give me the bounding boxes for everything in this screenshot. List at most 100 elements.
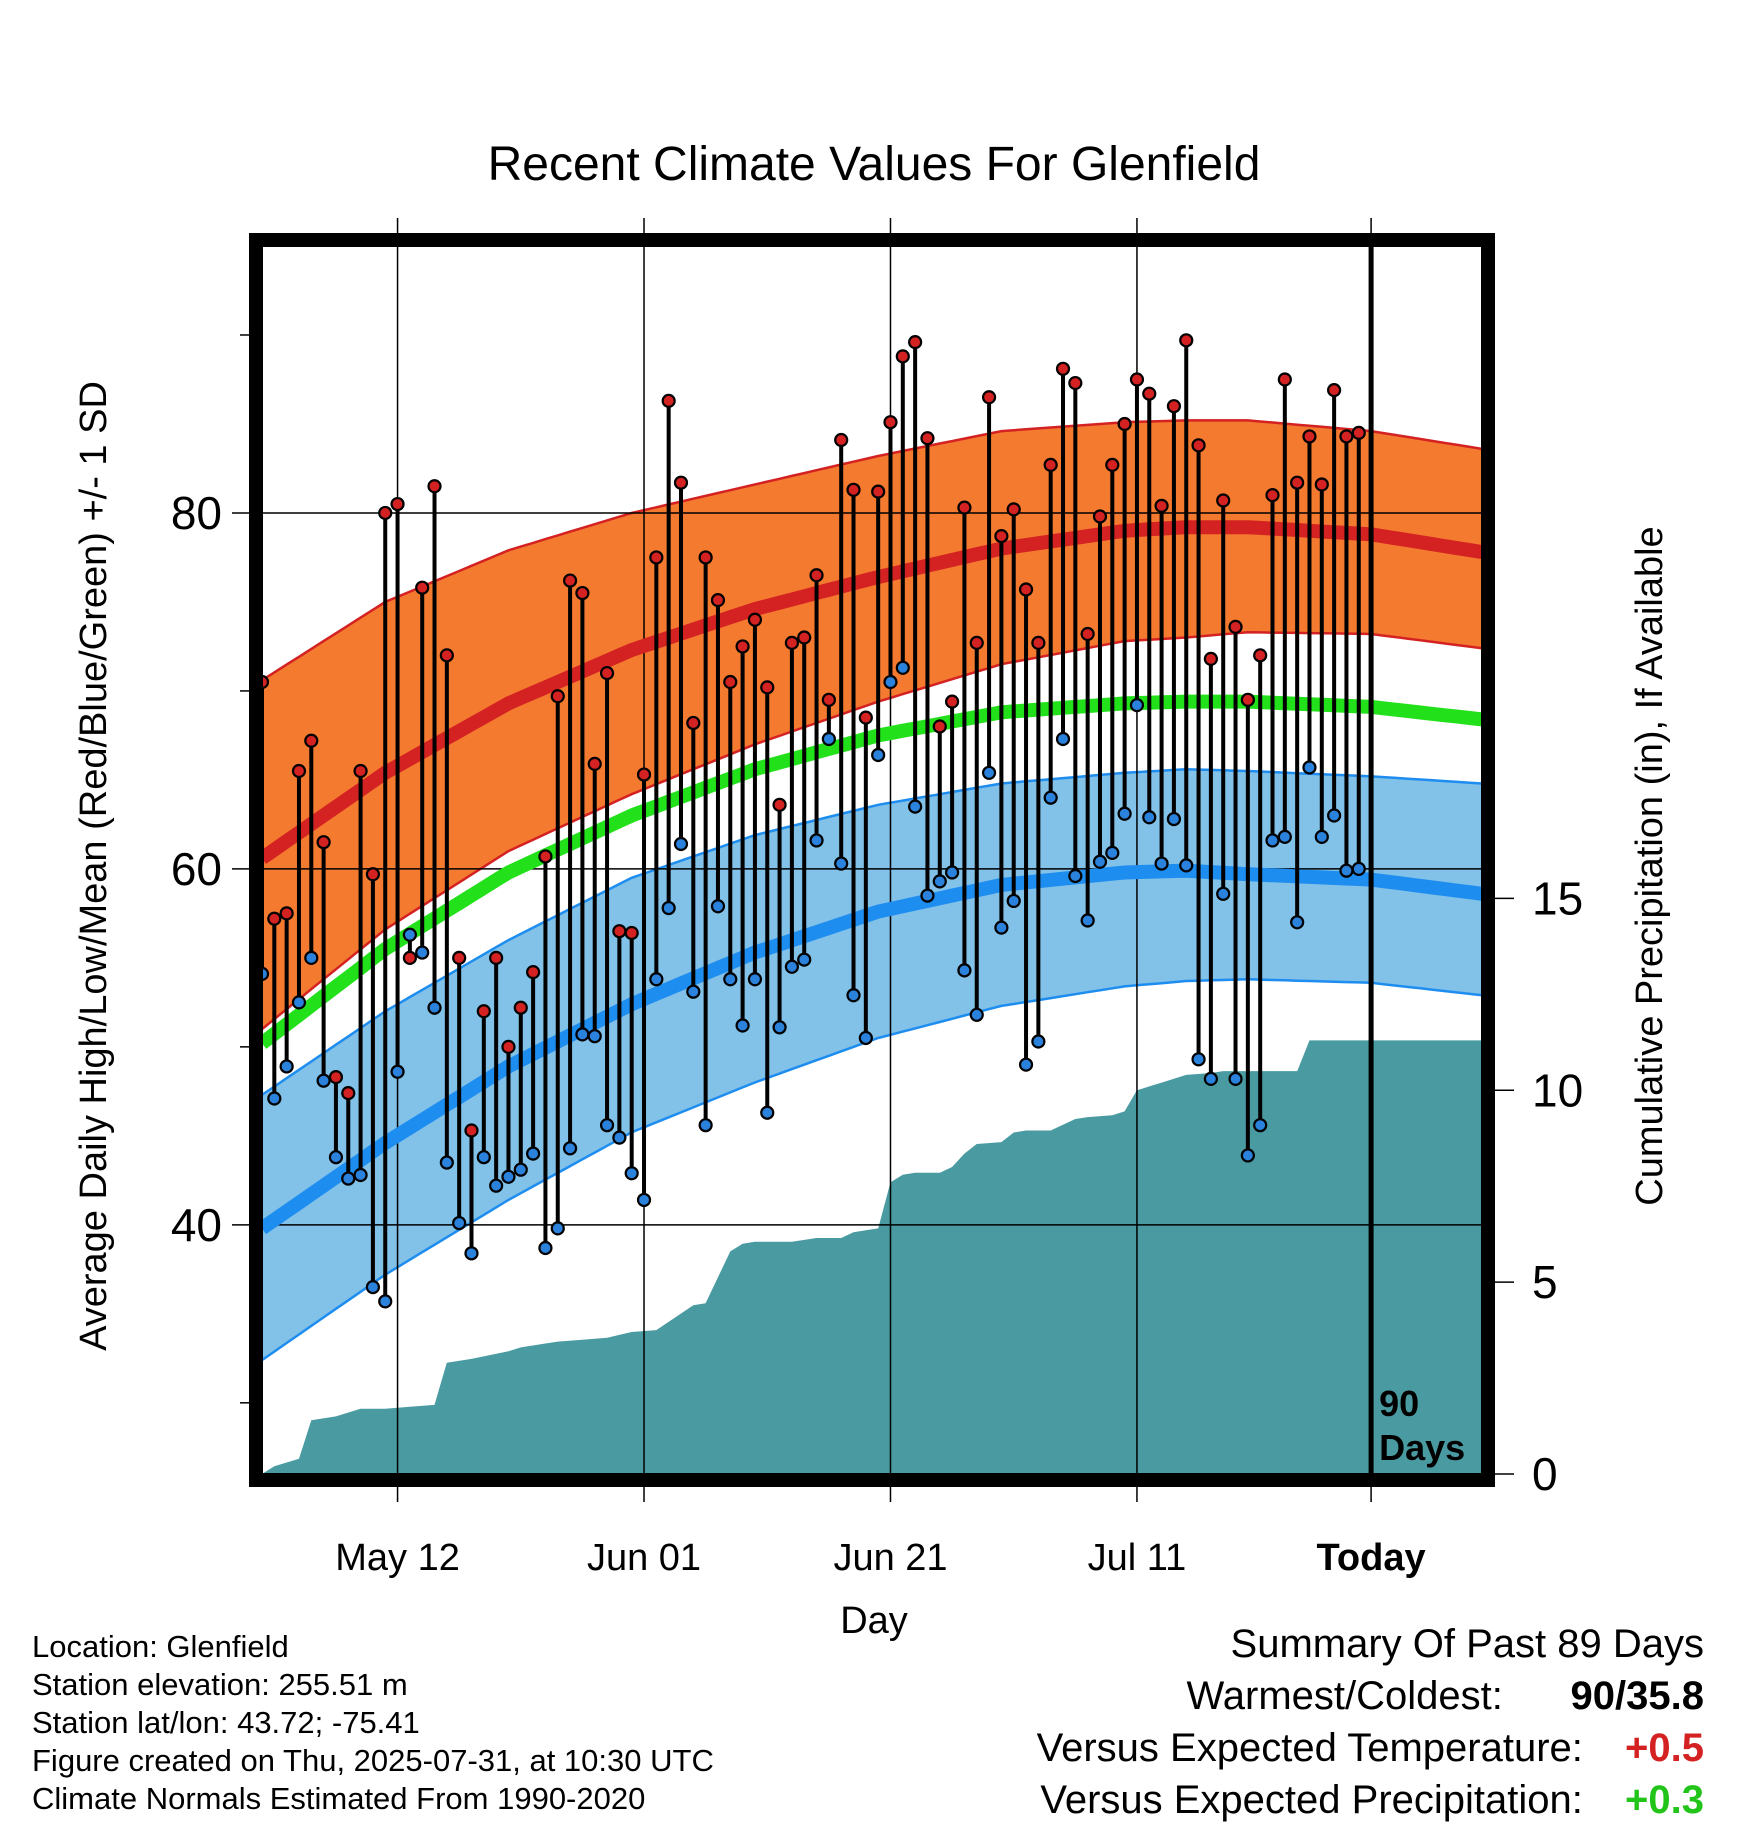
daily-high-point-61 bbox=[1006, 502, 1021, 517]
daily-high-point-82 bbox=[1265, 488, 1280, 503]
daily-low-point-86 bbox=[1314, 829, 1329, 844]
daily-low-point-21 bbox=[513, 1162, 528, 1177]
daily-high-point-62 bbox=[1018, 582, 1034, 597]
today-days-label: Days bbox=[1379, 1427, 1465, 1468]
daily-low-point-57 bbox=[957, 963, 972, 978]
daily-low-point-23 bbox=[538, 1240, 553, 1256]
daily-low-point-10 bbox=[378, 1294, 393, 1309]
daily-low-point-28 bbox=[599, 1118, 615, 1133]
daily-high-point-24 bbox=[550, 689, 565, 704]
daily-high-point-50 bbox=[871, 484, 886, 499]
daily-high-point-31 bbox=[636, 767, 652, 782]
daily-high-point-6 bbox=[328, 1070, 344, 1085]
daily-high-point-53 bbox=[908, 335, 923, 350]
daily-low-point-48 bbox=[846, 988, 861, 1003]
daily-high-point-28 bbox=[599, 666, 615, 681]
daily-high-point-36 bbox=[698, 550, 713, 565]
daily-high-point-27 bbox=[587, 756, 602, 771]
low-normal-line bbox=[262, 863, 1482, 1235]
daily-high-point-4 bbox=[304, 733, 319, 748]
y2-tick-label-0: 0 bbox=[1532, 1448, 1558, 1500]
daily-high-point-35 bbox=[686, 715, 701, 731]
high-upper-edge bbox=[262, 419, 1482, 682]
daily-high-point-69 bbox=[1105, 457, 1120, 473]
daily-low-point-51 bbox=[883, 674, 898, 690]
daily-low-point-59 bbox=[981, 765, 997, 780]
daily-low-point-78 bbox=[1216, 886, 1231, 901]
daily-low-point-31 bbox=[636, 1192, 652, 1208]
daily-high-point-47 bbox=[834, 432, 849, 448]
daily-high-point-1 bbox=[267, 911, 282, 926]
daily-high-point-23 bbox=[538, 849, 553, 864]
low-upper-edge bbox=[262, 767, 1482, 1096]
y2-tick-label-5: 5 bbox=[1532, 1256, 1558, 1308]
daily-high-point-60 bbox=[994, 528, 1009, 544]
daily-low-point-27 bbox=[587, 1029, 602, 1044]
daily-high-point-9 bbox=[365, 867, 381, 882]
station-info: Location: Glenfield Station elevation: 2… bbox=[32, 1628, 714, 1818]
warmest-value: 90/35.8 bbox=[1570, 1674, 1704, 1718]
daily-low-point-7 bbox=[341, 1171, 356, 1186]
daily-low-point-18 bbox=[476, 1150, 491, 1165]
daily-low-point-83 bbox=[1277, 829, 1292, 844]
daily-low-point-79 bbox=[1228, 1071, 1243, 1087]
daily-high-point-71 bbox=[1129, 372, 1145, 387]
daily-low-point-14 bbox=[427, 1000, 442, 1015]
daily-high-point-79 bbox=[1228, 619, 1243, 634]
daily-low-point-61 bbox=[1006, 893, 1021, 909]
daily-high-point-26 bbox=[575, 585, 590, 601]
daily-low-point-54 bbox=[920, 888, 935, 903]
daily-low-point-56 bbox=[945, 865, 960, 880]
daily-low-point-40 bbox=[747, 972, 763, 987]
daily-high-point-76 bbox=[1191, 438, 1206, 453]
x-axis-label: Day bbox=[840, 1600, 908, 1642]
daily-low-point-9 bbox=[365, 1280, 381, 1295]
daily-high-point-72 bbox=[1142, 386, 1157, 401]
daily-high-point-85 bbox=[1302, 429, 1317, 444]
daily-high-point-44 bbox=[797, 630, 812, 645]
precip-label: Versus Expected Precipitation: bbox=[1040, 1778, 1583, 1822]
daily-low-point-17 bbox=[464, 1246, 479, 1261]
daily-low-point-69 bbox=[1105, 845, 1120, 860]
daily-low-point-77 bbox=[1203, 1071, 1218, 1087]
daily-low-point-25 bbox=[562, 1141, 578, 1156]
daily-low-point-15 bbox=[439, 1155, 454, 1170]
high-normal-line bbox=[262, 520, 1482, 864]
daily-high-point-40 bbox=[747, 612, 763, 627]
daily-low-point-67 bbox=[1080, 913, 1095, 928]
daily-low-point-49 bbox=[858, 1030, 873, 1046]
daily-high-point-8 bbox=[353, 763, 368, 779]
daily-low-point-70 bbox=[1117, 806, 1132, 821]
daily-low-point-84 bbox=[1290, 915, 1305, 930]
x-tick-label-2: Jun 21 bbox=[833, 1537, 947, 1579]
daily-high-point-59 bbox=[981, 390, 997, 405]
daily-high-point-19 bbox=[489, 950, 504, 965]
daily-high-point-54 bbox=[920, 431, 935, 446]
low-normal-band bbox=[262, 769, 1482, 1361]
daily-high-point-37 bbox=[710, 593, 726, 608]
daily-high-point-81 bbox=[1253, 648, 1268, 663]
daily-high-point-84 bbox=[1290, 475, 1305, 490]
daily-low-point-19 bbox=[489, 1178, 504, 1193]
temp-label: Versus Expected Temperature: bbox=[1036, 1726, 1583, 1770]
x-tick-label-3: Jul 11 bbox=[1088, 1537, 1187, 1579]
daily-high-point-88 bbox=[1339, 429, 1354, 444]
daily-low-point-53 bbox=[908, 799, 923, 814]
daily-high-point-46 bbox=[821, 692, 836, 707]
daily-high-point-18 bbox=[476, 1004, 491, 1019]
daily-high-point-20 bbox=[501, 1039, 516, 1054]
daily-low-point-63 bbox=[1031, 1034, 1046, 1049]
daily-high-point-56 bbox=[945, 694, 960, 709]
daily-low-point-20 bbox=[501, 1169, 516, 1184]
daily-high-point-87 bbox=[1327, 383, 1342, 398]
daily-low-point-24 bbox=[550, 1221, 565, 1236]
daily-low-point-12 bbox=[402, 927, 417, 942]
y-tick-label-40: 40 bbox=[171, 1199, 222, 1251]
daily-high-point-67 bbox=[1080, 626, 1095, 642]
daily-high-point-11 bbox=[390, 496, 405, 512]
daily-low-point-73 bbox=[1154, 856, 1169, 871]
daily-low-point-37 bbox=[710, 899, 726, 914]
daily-low-point-6 bbox=[328, 1150, 344, 1165]
precip-value: +0.3 bbox=[1625, 1778, 1704, 1822]
